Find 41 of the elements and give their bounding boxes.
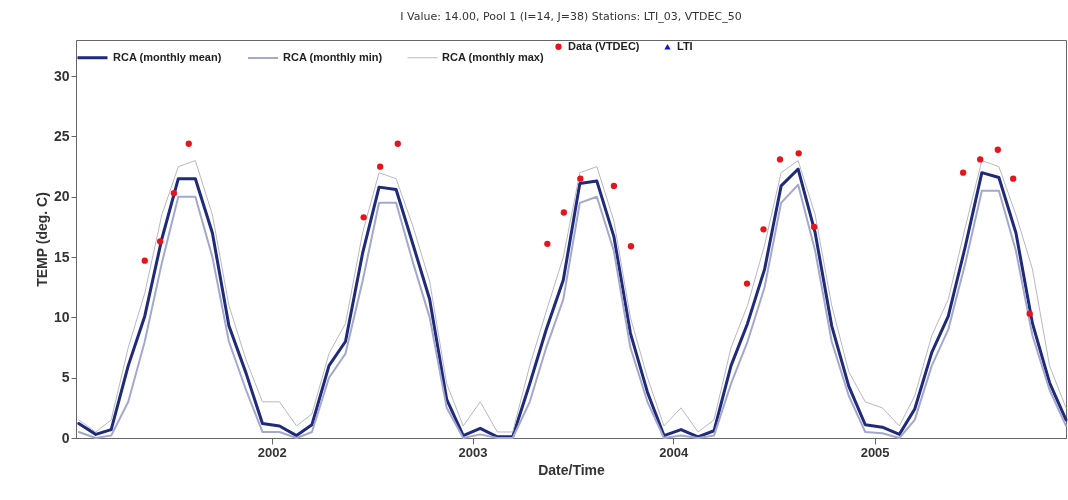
- x-axis-title: Date/Time: [538, 461, 606, 478]
- point: [810, 223, 818, 231]
- x-tick-label: 2005: [860, 444, 890, 460]
- y-tick-label: 25: [53, 127, 70, 144]
- point: [977, 156, 984, 163]
- point: [376, 163, 384, 170]
- point: [577, 175, 584, 182]
- point: [394, 140, 401, 147]
- point: [1010, 175, 1017, 182]
- legend-label: LTI: [677, 39, 693, 52]
- chart-title: I Value: 14.00, Pool 1 (I=14, J=38) Stations: LTI_03, VTDEC_50: [400, 10, 742, 23]
- y-tick-label: 0: [61, 429, 70, 446]
- y-tick-label: 10: [53, 308, 70, 325]
- point: [795, 150, 802, 157]
- y-tick-label: 30: [53, 67, 70, 84]
- y-tick-label: 15: [53, 248, 70, 265]
- point: [610, 182, 618, 190]
- point: [959, 169, 967, 176]
- legend-label: RCA (monthly min): [283, 51, 383, 63]
- y-axis-title: TEMP (deg. C): [33, 192, 50, 287]
- point: [776, 156, 784, 163]
- point: [185, 140, 192, 147]
- x-tick-label: 2004: [659, 444, 690, 460]
- x-tick-label: 2003: [458, 444, 488, 460]
- point: [544, 240, 551, 247]
- point: [141, 257, 148, 264]
- point: [360, 214, 367, 221]
- y-tick-label: 5: [61, 369, 70, 386]
- point: [760, 226, 767, 233]
- point: [627, 243, 635, 250]
- legend-label: RCA (monthly mean): [113, 50, 222, 63]
- point: [170, 190, 178, 197]
- legend-label: RCA (monthly max): [442, 50, 544, 63]
- point: [156, 238, 164, 245]
- point: [1026, 310, 1033, 317]
- point: [560, 209, 568, 216]
- point: [743, 280, 751, 287]
- legend-label: Data (VTDEC): [568, 39, 640, 52]
- point: [994, 146, 1001, 153]
- x-tick-label: 2002: [257, 444, 287, 460]
- y-tick-label: 20: [53, 188, 70, 205]
